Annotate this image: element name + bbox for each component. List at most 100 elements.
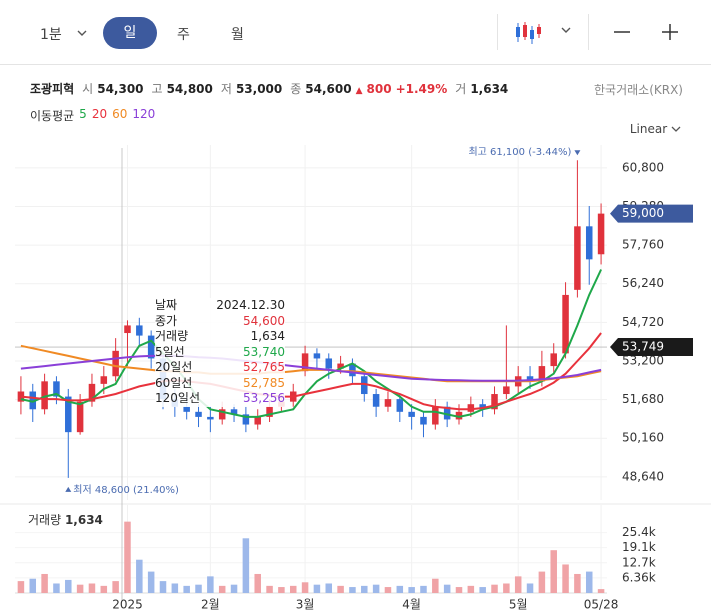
volume-bar — [432, 578, 439, 593]
volume-tick-label: 12.7k — [622, 555, 656, 569]
candle-body — [455, 411, 463, 420]
y-tick-label: 51,680 — [622, 392, 664, 406]
chart-type-icon[interactable] — [514, 20, 542, 46]
tooltip-row: 60일선 52,785 — [155, 376, 285, 392]
scale-select[interactable]: Linear — [630, 122, 681, 136]
info-label: 고 — [151, 82, 163, 96]
candle-body — [195, 411, 202, 417]
volume-bar — [455, 587, 463, 593]
volume-bar — [65, 579, 72, 593]
tooltip-label: 날짜 — [155, 298, 178, 312]
dropdown-icon[interactable] — [560, 25, 572, 35]
ma-legend: 이동평균 5 20 60 120 — [30, 107, 155, 124]
volume-bar — [361, 585, 368, 593]
tooltip-label: 거래량 — [155, 329, 189, 343]
candle-body — [372, 394, 380, 407]
tab-minute[interactable]: 1분 — [40, 27, 62, 43]
change: 800 — [366, 82, 392, 96]
candle-body — [136, 325, 143, 336]
x-tick-label: 3월 — [296, 598, 315, 612]
volume-bar — [266, 585, 273, 593]
tooltip-label: 20일선 — [155, 360, 193, 374]
volume-bar — [195, 584, 202, 593]
candle-body — [76, 401, 84, 433]
tooltip-label: 종가 — [155, 313, 178, 328]
candle-body — [100, 376, 108, 384]
volume-tick-label: 19.1k — [622, 540, 656, 554]
volume-bar — [112, 581, 119, 593]
info-label: 저 — [220, 82, 232, 96]
tooltip-value: 53,256 — [243, 391, 285, 405]
volume-last: 1,634 — [64, 513, 103, 527]
ma-line — [20, 332, 602, 411]
legend-entry[interactable]: 60 — [112, 107, 128, 121]
volume-bar — [254, 573, 261, 593]
y-tick-label: 53,200 — [622, 353, 664, 367]
candle-body — [349, 363, 356, 377]
volume-bar — [479, 587, 486, 593]
volume-bar — [550, 550, 557, 593]
volume-bar — [76, 584, 84, 593]
x-tick-label: 5월 — [509, 598, 528, 612]
candle-body — [574, 226, 581, 290]
crosshair-price-tag-shape — [610, 338, 693, 357]
volume-bar — [538, 571, 546, 593]
volume-bar — [420, 585, 427, 593]
volume-bar — [562, 564, 569, 593]
max-arrow — [574, 150, 581, 156]
legend-entry[interactable]: 20 — [91, 107, 108, 121]
candle-body — [147, 335, 155, 359]
volume-bar — [207, 576, 214, 593]
candle-body — [112, 350, 119, 377]
candle-body — [361, 376, 368, 395]
volume-bar — [396, 585, 404, 593]
volume-bar — [337, 585, 344, 593]
candle-body — [301, 353, 309, 372]
volume-bar — [289, 585, 297, 593]
zoom-in[interactable] — [660, 22, 680, 42]
tooltip-value: 53,740 — [243, 344, 285, 359]
volume-bar — [325, 583, 333, 593]
volume-bar — [301, 582, 309, 593]
candle-body — [562, 294, 569, 354]
stock-name: 조광피혁 — [30, 82, 75, 96]
tab-week[interactable]: 주 — [177, 27, 190, 43]
volume-tick-label: 25.4k — [622, 525, 656, 539]
zoom-out[interactable] — [612, 22, 632, 42]
candle-body — [313, 353, 321, 359]
legend-entry[interactable]: 120 — [132, 107, 156, 121]
candle-body — [88, 383, 96, 402]
tooltip-label: 120일선 — [155, 391, 200, 405]
volume-bar — [147, 571, 155, 593]
candle-body — [538, 366, 546, 382]
volume-label: 거래량 — [28, 513, 62, 527]
tooltip-row: 종가 54,600 — [155, 314, 285, 330]
tab-day[interactable]: 일 — [103, 17, 157, 49]
candle-body — [408, 411, 415, 417]
candle-body — [207, 416, 214, 420]
tooltip-row: 20일선 52,765 — [155, 360, 285, 376]
volume-bar — [278, 587, 285, 593]
dropdown-icon[interactable] — [76, 28, 88, 38]
candle-body — [597, 213, 605, 255]
volume-bar — [53, 583, 60, 593]
tooltip-value: 54,600 — [243, 313, 285, 328]
legend-entry[interactable]: 5 — [79, 107, 87, 121]
volume-bar — [242, 538, 250, 593]
x-tick-label: 2025 — [112, 598, 143, 612]
volume-bar — [491, 584, 498, 593]
scale-label: Linear — [629, 122, 668, 136]
x-tick-label: 05/28 — [584, 598, 619, 612]
candle-body — [443, 406, 451, 420]
candle-body — [396, 399, 404, 412]
ma-line — [20, 344, 602, 383]
current-price-tag: 59,000 — [622, 206, 664, 220]
volume-bar — [503, 583, 510, 593]
volume-bar — [574, 573, 581, 593]
candle-body — [124, 325, 131, 334]
dropdown-icon — [671, 126, 681, 132]
candle-body — [218, 409, 226, 420]
y-tick-label: 50,160 — [622, 431, 664, 445]
tab-month[interactable]: 월 — [231, 27, 244, 43]
volume-bar — [443, 584, 451, 593]
